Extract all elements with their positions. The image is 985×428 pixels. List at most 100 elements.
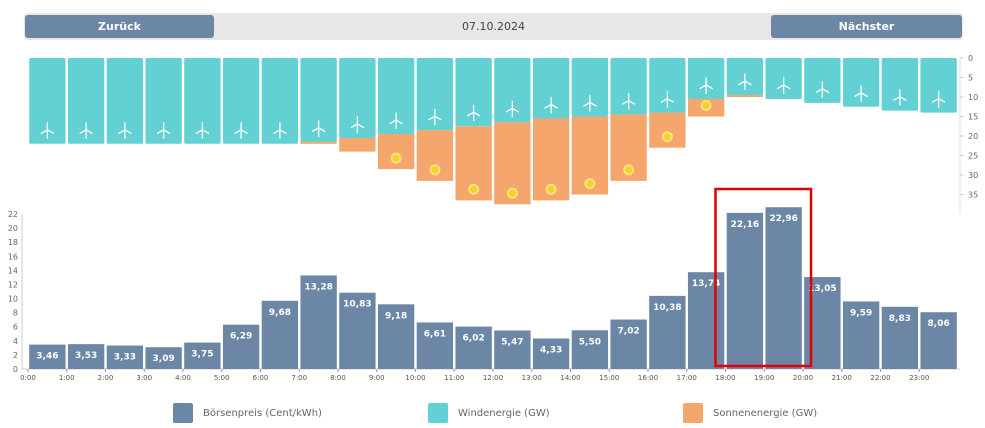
sun-icon [429, 164, 441, 176]
turbine-blade [860, 92, 868, 97]
solar-bar [300, 141, 337, 144]
energy-y-tick-label: 0 [968, 54, 973, 63]
wind-bar [571, 58, 609, 117]
turbine-blade [699, 84, 707, 90]
solar-bar [649, 112, 686, 148]
wind-bar [881, 58, 919, 111]
turbine-blade [544, 103, 552, 109]
wind-bar [261, 58, 299, 144]
price-bar [881, 306, 919, 369]
wind-turbine-icon [428, 108, 442, 126]
wind-turbine-icon [273, 122, 287, 139]
wind-bar [106, 58, 144, 144]
turbine-blade [744, 80, 752, 86]
price-x-tick-label: 22:00 [870, 374, 890, 382]
price-bar-value-label: 8,06 [928, 319, 950, 329]
price-x-tick-label: 14:00 [560, 374, 580, 382]
price-bar-value-label: 6,61 [424, 329, 446, 339]
turbine-blade [350, 123, 359, 129]
price-x-tick-label: 4:00 [175, 374, 191, 382]
price-x-tick-label: 8:00 [330, 374, 346, 382]
wind-bar [649, 58, 686, 113]
sun-icon [468, 183, 480, 195]
price-x-tick-label: 13:00 [522, 374, 542, 382]
energy-y-tick-label: 10 [968, 93, 978, 102]
sun-icon [661, 131, 673, 143]
sun-icon [623, 164, 635, 176]
price-x-tick-label: 17:00 [677, 374, 697, 382]
date-navigation-bar: 07.10.2024 Zurück Nächster [24, 13, 963, 40]
turbine-blade [273, 129, 281, 134]
price-x-tick-label: 11:00 [444, 374, 464, 382]
next-day-button[interactable]: Nächster [771, 15, 962, 38]
turbine-blade [937, 97, 946, 103]
legend-swatch-price [173, 403, 193, 423]
wind-bar [532, 58, 570, 119]
wind-bar [67, 58, 105, 144]
wind-bar [222, 58, 260, 144]
price-bar [339, 292, 376, 369]
wind-turbine-icon [466, 104, 481, 122]
price-bar [145, 347, 182, 369]
wind-turbine-icon [544, 96, 558, 114]
wind-bar [339, 58, 376, 138]
turbine-blade [821, 88, 830, 93]
wind-turbine-icon [583, 94, 597, 112]
price-bar-value-label: 7,02 [618, 327, 640, 337]
energy-y-tick-label: 15 [968, 113, 978, 122]
energy-y-tick-label: 5 [968, 74, 973, 83]
price-bar [222, 324, 260, 369]
highlight-box [714, 187, 813, 368]
price-x-tick-label: 15:00 [599, 374, 619, 382]
price-x-tick-label: 6:00 [253, 374, 269, 382]
price-bar-value-label: 10,38 [653, 303, 681, 313]
solar-bar [726, 95, 764, 97]
sun-icon [390, 152, 402, 164]
price-x-tick-label: 0:00 [20, 374, 36, 382]
wind-turbine-icon [621, 92, 636, 110]
price-bar-value-label: 9,59 [850, 308, 872, 318]
price-bar-value-label: 5,50 [579, 337, 601, 347]
turbine-blade [627, 99, 636, 105]
legend-item-solar[interactable]: Sonnenenergie (GW) [683, 403, 817, 423]
wind-bar [184, 58, 221, 144]
price-bar-value-label: 4,33 [540, 345, 562, 355]
turbine-blade [589, 101, 597, 107]
turbine-blade [317, 127, 326, 132]
price-x-tick-label: 12:00 [483, 374, 503, 382]
price-x-tick-label: 18:00 [715, 374, 735, 382]
wind-bar [29, 58, 66, 144]
turbine-blade [621, 99, 630, 105]
turbine-blade [40, 129, 49, 134]
price-bar-value-label: 8,83 [889, 314, 911, 324]
turbine-blade [893, 96, 901, 101]
price-x-tick-label: 9:00 [369, 374, 385, 382]
turbine-blade [240, 129, 248, 134]
price-bar [610, 319, 647, 369]
price-x-tick-label: 10:00 [405, 374, 425, 382]
price-y-tick-label: 14 [8, 266, 18, 275]
energy-price-chart: 0 2 4 6 8 10 12 14 16 18 20 22 3,46 3,53 3,33 3,09 3,75 6… [8, 54, 978, 382]
previous-day-button[interactable]: Zurück [25, 15, 214, 38]
wind-turbine-icon [79, 122, 93, 139]
legend-item-wind[interactable]: Windenergie (GW) [428, 403, 550, 423]
price-x-tick-label: 7:00 [291, 374, 307, 382]
price-bar [920, 312, 957, 369]
price-bar [184, 342, 221, 369]
sun-icon [584, 178, 596, 189]
wind-turbine-icon [660, 90, 675, 108]
legend-item-price[interactable]: Börsenpreis (Cent/kWh) [173, 403, 322, 423]
price-bar-value-label: 13,28 [304, 282, 332, 292]
turbine-blade [201, 129, 210, 134]
turbine-blade [583, 101, 591, 107]
wind-turbine-icon [893, 89, 907, 106]
price-bar [765, 207, 802, 369]
price-bar [416, 322, 454, 369]
turbine-blade [705, 84, 713, 90]
price-y-tick-label: 0 [13, 365, 18, 374]
price-bar [377, 304, 415, 369]
wind-bar [377, 58, 415, 135]
price-bar [842, 301, 880, 369]
wind-turbine-icon [311, 120, 326, 137]
price-bar-value-label: 13,74 [692, 279, 720, 289]
